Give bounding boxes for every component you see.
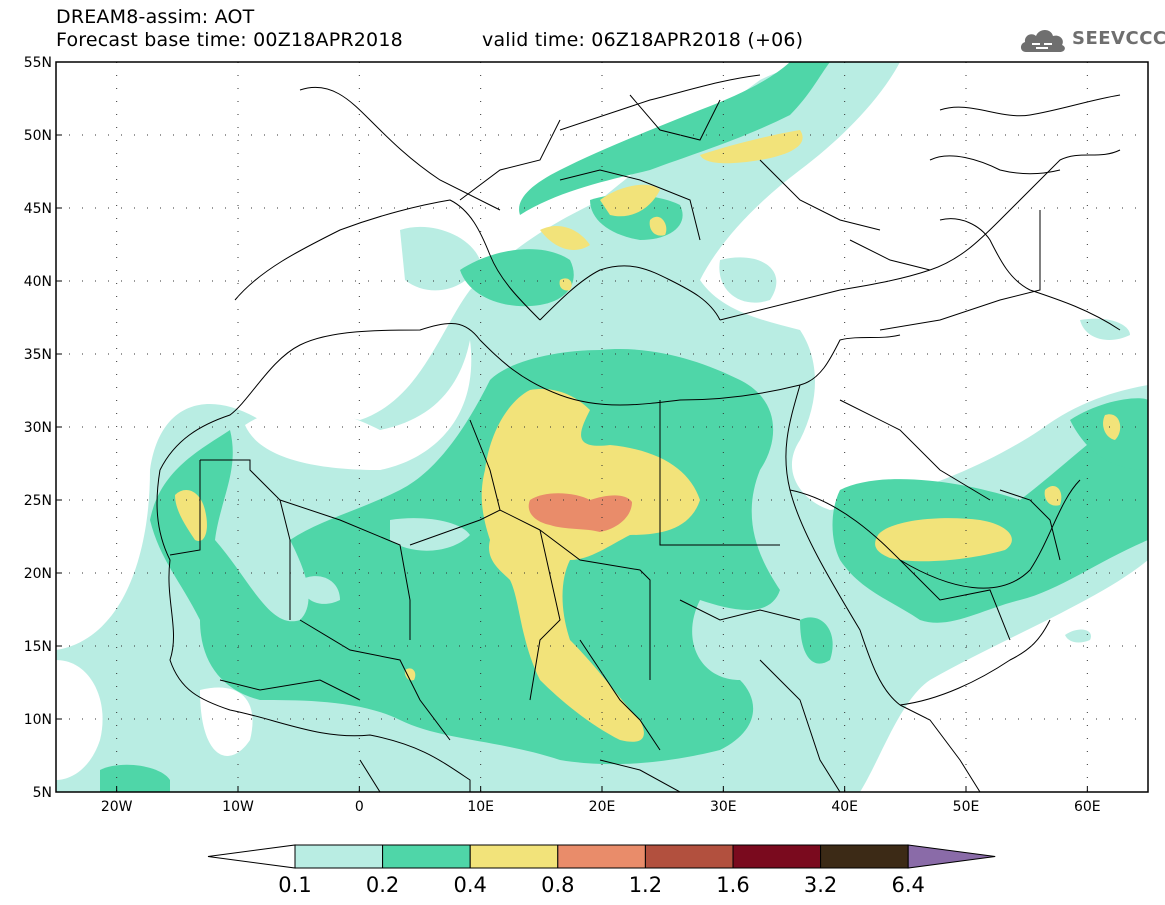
lon-label: 20W bbox=[101, 799, 133, 815]
lon-label: 30E bbox=[710, 799, 737, 815]
lat-lon-grid bbox=[56, 62, 1148, 792]
lon-label: 20E bbox=[589, 799, 616, 815]
lat-label: 55N bbox=[24, 55, 52, 71]
lon-label: 60E bbox=[1074, 799, 1101, 815]
lat-label: 25N bbox=[24, 493, 52, 509]
aot-contour-0.8 bbox=[528, 493, 632, 532]
lat-label: 15N bbox=[24, 639, 52, 655]
lat-label: 5N bbox=[33, 785, 52, 801]
seevccc-logo: SEEVCCC bbox=[1018, 22, 1165, 58]
latitude-labels: 55N 50N 45N 40N 35N 30N 25N 20N 15N 10N 5N bbox=[24, 55, 52, 801]
lat-label: 50N bbox=[24, 128, 52, 144]
valid-time: valid time: 06Z18APR2018 (+06) bbox=[482, 29, 804, 51]
aot-contour-0.4 bbox=[175, 130, 1121, 742]
lon-label: 0 bbox=[355, 799, 364, 815]
longitude-labels: 20W 10W 0 10E 20E 30E 40E 50E 60E bbox=[101, 799, 1101, 815]
country-borders bbox=[169, 94, 1061, 792]
lat-label: 30N bbox=[24, 420, 52, 436]
lat-label: 10N bbox=[24, 712, 52, 728]
axis-ticks bbox=[56, 61, 1088, 793]
forecast-base-time: Forecast base time: 00Z18APR2018 bbox=[56, 29, 403, 51]
aot-gaps bbox=[300, 518, 470, 604]
cloud-logo-icon bbox=[1020, 30, 1065, 52]
logo-text: SEEVCCC bbox=[1072, 28, 1165, 49]
map-title: DREAM8-assim: AOT bbox=[56, 6, 255, 28]
lon-label: 10W bbox=[222, 799, 254, 815]
lon-label: 50E bbox=[953, 799, 980, 815]
lat-label: 45N bbox=[24, 201, 52, 217]
lat-label: 35N bbox=[24, 347, 52, 363]
lon-label: 10E bbox=[467, 799, 494, 815]
lat-label: 20N bbox=[24, 566, 52, 582]
lat-label: 40N bbox=[24, 274, 52, 290]
lon-label: 40E bbox=[831, 799, 858, 815]
